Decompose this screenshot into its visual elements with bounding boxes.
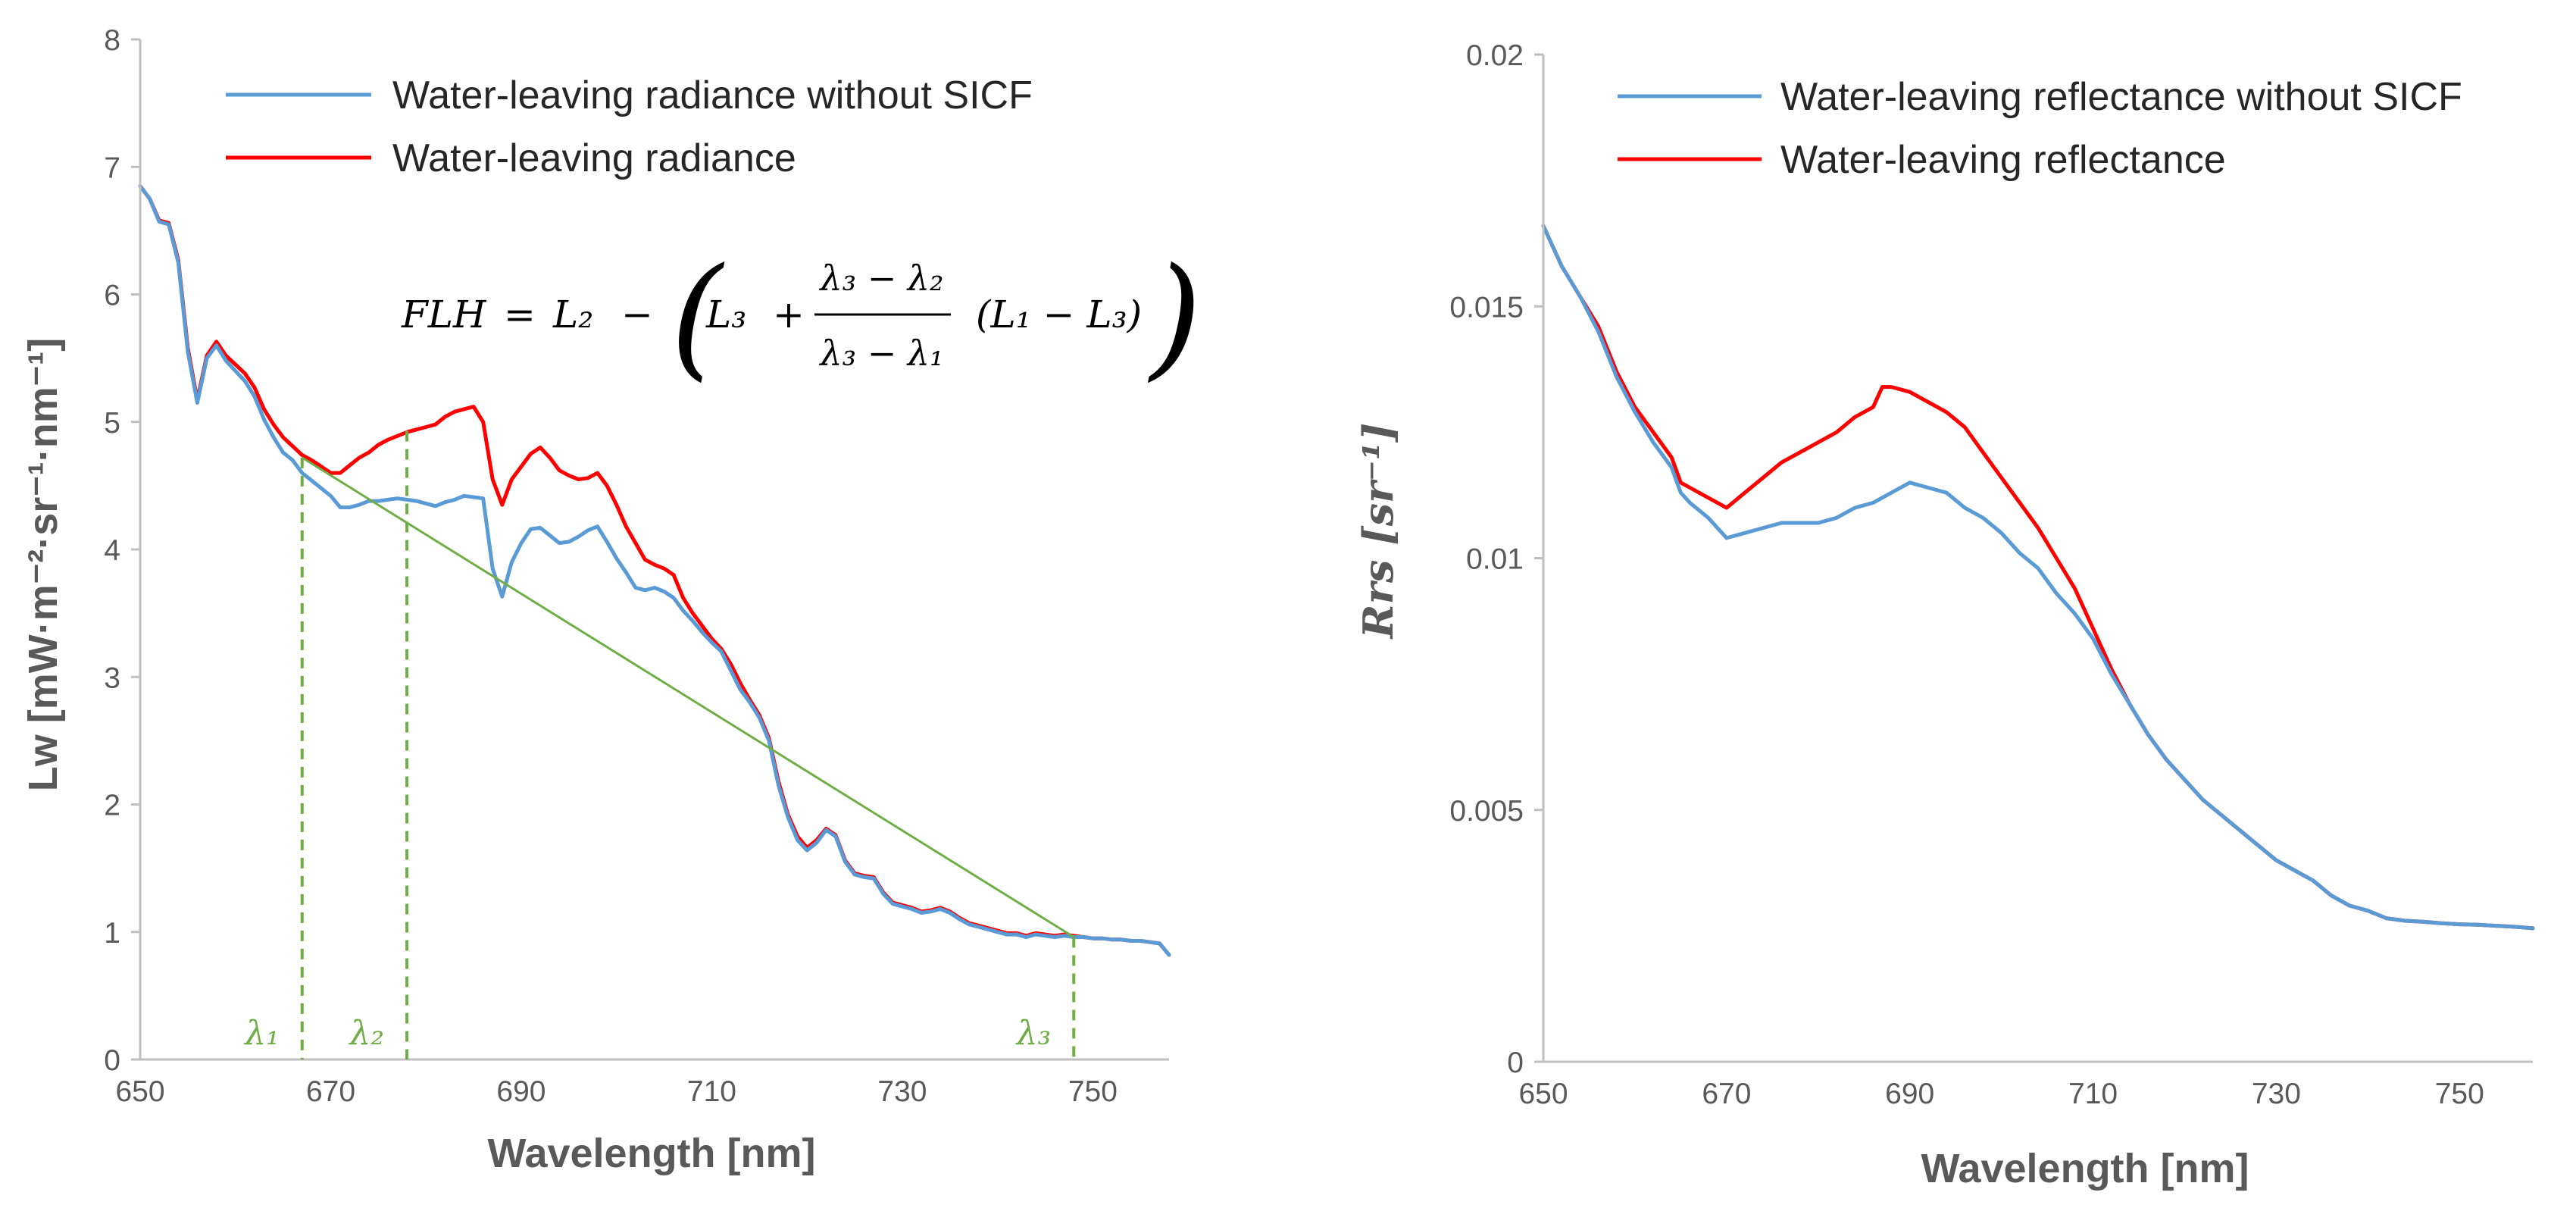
right-legend-label-red: Water-leaving reflectance [1780, 138, 2226, 182]
lambda-2-label: λ₂ [349, 1014, 385, 1053]
formula-plus: + [773, 293, 805, 336]
right-y-ticks: 0 0.005 0.01 0.015 0.02 [1449, 39, 1543, 1079]
r-x-tick-label: 650 [1518, 1078, 1568, 1110]
left-series-group [138, 184, 1171, 957]
formula-denominator: λ₃ − λ₁ [819, 333, 944, 374]
left-y-axis-title: Lw [mW·m⁻²·sr⁻¹·nm⁻¹] [20, 338, 66, 791]
l-y-tick-label: 2 [104, 790, 120, 822]
left-legend-label-red: Water-leaving radiance [392, 136, 796, 180]
r-x-tick-label: 670 [1702, 1078, 1751, 1110]
lambda-3-label: λ₃ [1015, 1014, 1052, 1053]
left-legend-label-blue: Water-leaving radiance without SICF [392, 74, 1033, 117]
l-y-tick-label: 0 [104, 1044, 120, 1077]
l-x-tick-label: 730 [877, 1075, 927, 1108]
l-y-tick-label: 3 [104, 662, 120, 694]
left-chart: 650 670 690 710 730 750 0 1 2 3 4 5 6 7 8 λ₁ λ₂ λ₃ Wave… [20, 24, 1202, 1176]
r-y-tick-label: 0 [1507, 1047, 1524, 1079]
r-y-tick-label: 0.015 [1449, 291, 1524, 324]
r-x-tick-label: 730 [2252, 1078, 2301, 1110]
r-y-tick-label: 0.02 [1466, 39, 1524, 72]
l-y-tick-label: 4 [104, 534, 120, 567]
r-x-tick-label: 690 [1885, 1078, 1934, 1110]
formula-minus: − [621, 293, 653, 336]
formula-lhs: FLH [401, 293, 487, 336]
l-x-tick-label: 710 [687, 1075, 736, 1108]
l-series-line-blue [138, 184, 1171, 957]
right-x-ticks: 650 670 690 710 730 750 [1518, 1078, 2484, 1110]
right-y-axis-title: Rrs [sr⁻¹] [1354, 423, 1402, 640]
left-x-ticks: 650 670 690 710 730 750 [115, 1075, 1117, 1108]
r-x-tick-label: 750 [2435, 1078, 2484, 1110]
l-y-tick-label: 5 [104, 407, 120, 440]
l-x-tick-label: 750 [1068, 1075, 1118, 1108]
r-y-tick-label: 0.01 [1466, 543, 1524, 576]
r-series-line-red [1541, 224, 2535, 931]
flh-formula: FLH = L₂ − ( L₃ + λ₃ − λ₂ λ₃ − λ₁ (L₁ − … [401, 240, 1202, 394]
right-x-axis-title: Wavelength [nm] [1921, 1146, 2249, 1191]
formula-equals: = [504, 293, 536, 336]
formula-diff: (L₁ − L₃) [976, 293, 1142, 336]
left-y-ticks: 0 1 2 3 4 5 6 7 8 [104, 24, 140, 1077]
left-legend: Water-leaving radiance without SICF Wate… [226, 74, 1033, 180]
l-x-tick-label: 670 [306, 1075, 355, 1108]
formula-l3: L₃ [705, 293, 746, 336]
l-y-tick-label: 1 [104, 917, 120, 950]
right-chart: 650 670 690 710 730 750 0 0.005 0.01 0.015 0.02 W… [1354, 39, 2535, 1191]
l-y-tick-label: 8 [104, 24, 120, 57]
right-series-group [1541, 224, 2535, 931]
left-lambda-markers: λ₁ λ₂ λ₃ [243, 430, 1076, 1059]
r-x-tick-label: 710 [2068, 1078, 2118, 1110]
right-legend-label-blue: Water-leaving reflectance without SICF [1780, 75, 2462, 119]
left-x-axis-title: Wavelength [nm] [487, 1131, 815, 1176]
r-y-tick-label: 0.005 [1449, 795, 1524, 828]
l-y-tick-label: 6 [104, 280, 120, 312]
l-x-tick-label: 690 [496, 1075, 546, 1108]
lambda-1-label: λ₁ [243, 1014, 280, 1053]
flh-baseline [301, 456, 1075, 938]
formula-close-paren: ) [1147, 240, 1202, 394]
formula-numerator: λ₃ − λ₂ [819, 258, 944, 299]
l-y-tick-label: 7 [104, 152, 120, 184]
right-legend: Water-leaving reflectance without SICF W… [1618, 75, 2462, 182]
l-x-tick-label: 650 [115, 1075, 164, 1108]
formula-l2: L₂ [552, 293, 593, 336]
r-series-line-blue [1541, 224, 2535, 931]
formula-open-paren: ( [671, 240, 725, 394]
